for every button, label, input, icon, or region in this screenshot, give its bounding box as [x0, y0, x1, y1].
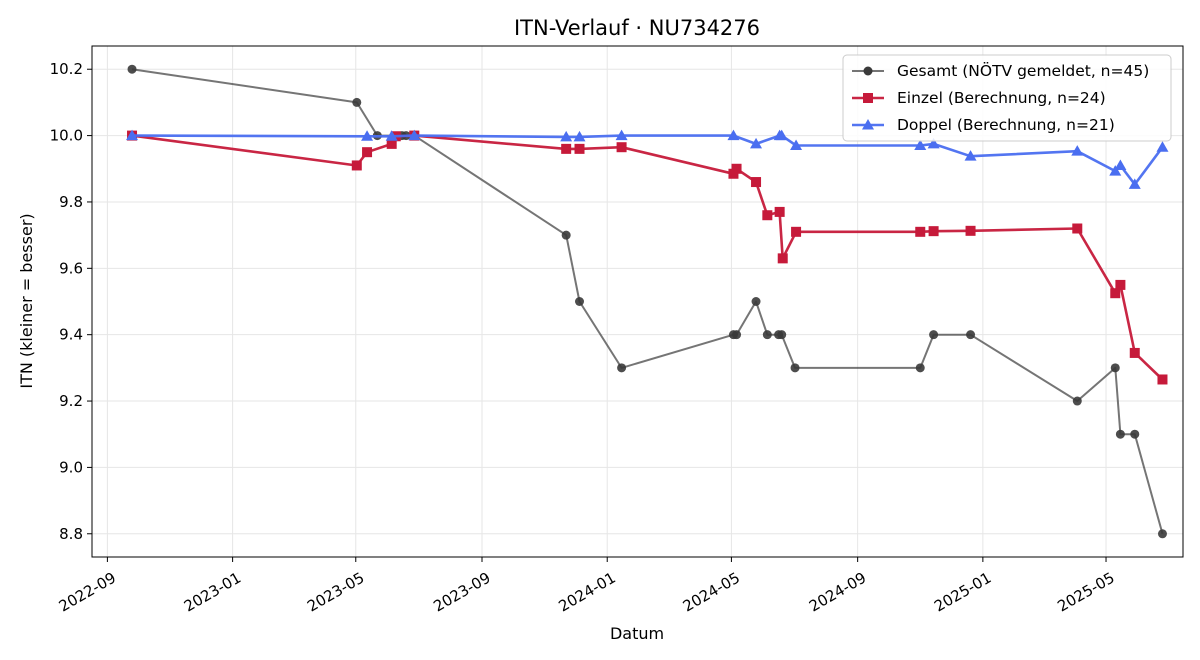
data-point	[751, 297, 761, 306]
x-tick-label: 2023-01	[181, 569, 244, 616]
x-axis-label: Datum	[610, 624, 664, 643]
legend-label: Doppel (Berechnung, n=21)	[897, 116, 1115, 134]
y-tick-label: 9.0	[59, 458, 83, 476]
data-point	[561, 230, 571, 240]
data-point	[561, 143, 572, 154]
y-tick-label: 8.8	[59, 525, 83, 543]
data-point	[1130, 429, 1140, 439]
data-point	[1071, 145, 1084, 156]
data-point	[1157, 374, 1168, 385]
data-point	[362, 147, 373, 158]
data-point	[928, 226, 939, 237]
data-point	[732, 330, 742, 340]
data-point	[777, 253, 788, 264]
series-line	[131, 134, 1164, 186]
data-point	[560, 130, 573, 142]
data-point	[774, 206, 785, 217]
y-tick-label: 10.2	[50, 60, 83, 78]
data-point	[615, 129, 628, 141]
plot-area-frame	[91, 45, 1184, 558]
data-point	[762, 210, 773, 221]
data-point	[751, 177, 762, 188]
y-tick-label: 10.0	[50, 127, 83, 145]
data-point	[790, 363, 800, 373]
data-point	[1115, 279, 1126, 290]
data-point	[927, 137, 940, 149]
data-point	[790, 139, 803, 151]
data-point	[750, 137, 763, 149]
data-point	[408, 129, 421, 141]
x-tick-label: 2022-09	[56, 569, 119, 616]
data-point	[1128, 178, 1141, 189]
data-point	[1109, 165, 1122, 176]
data-point	[791, 226, 802, 237]
data-point	[775, 129, 788, 141]
data-point	[929, 330, 939, 340]
legend: Gesamt (NÖTV gemeldet, n=45) Einzel (Bere…	[842, 54, 1172, 142]
data-point	[351, 160, 362, 171]
data-point	[1115, 429, 1125, 439]
series-layer	[126, 64, 1169, 539]
data-point	[573, 130, 586, 142]
legend-marker	[862, 119, 874, 130]
data-point	[574, 143, 585, 154]
series-2	[127, 130, 1168, 385]
y-axis: 8.8 9.0 9.2 9.4 9.6 9.8 10.0 10.2	[50, 60, 92, 543]
data-point	[616, 142, 627, 153]
data-point	[1157, 529, 1167, 539]
data-point	[1072, 223, 1083, 234]
data-point	[731, 163, 742, 174]
legend-box	[842, 54, 1172, 142]
x-tick-label: 2024-09	[806, 569, 869, 616]
series-1	[127, 64, 1167, 539]
data-point	[1156, 141, 1169, 152]
data-point	[127, 64, 137, 74]
data-point	[966, 330, 976, 340]
legend-label: Gesamt (NÖTV gemeldet, n=45)	[897, 61, 1149, 80]
data-point	[385, 130, 398, 141]
data-point	[1114, 159, 1127, 170]
data-point	[386, 138, 397, 149]
x-tick-label: 2025-01	[931, 569, 994, 616]
chart-title: ITN-Verlauf · NU734276	[514, 16, 760, 40]
legend-label: Einzel (Berechnung, n=24)	[897, 89, 1106, 107]
y-tick-label: 9.6	[59, 259, 83, 277]
data-point	[575, 297, 585, 306]
x-tick-label: 2024-01	[556, 569, 619, 616]
data-point	[1110, 288, 1121, 299]
data-point	[964, 150, 977, 161]
data-point	[777, 330, 787, 340]
series-3	[126, 129, 1169, 189]
data-point	[1110, 363, 1120, 373]
data-point	[1072, 396, 1082, 406]
x-tick-label: 2024-05	[680, 569, 743, 616]
data-point	[914, 139, 927, 151]
x-tick-label: 2023-05	[304, 569, 367, 616]
y-tick-label: 9.4	[59, 326, 83, 344]
x-axis: 2022-09 2023-01 2023-05 2023-09 2024-01 2024-…	[56, 557, 1118, 616]
x-tick-label: 2025-05	[1054, 569, 1117, 616]
data-point	[915, 363, 925, 373]
grid-lines	[92, 46, 1183, 557]
legend-marker	[863, 93, 873, 103]
series-line	[131, 134, 1164, 381]
data-point	[361, 130, 374, 141]
data-point	[762, 330, 772, 340]
data-point	[727, 129, 740, 141]
legend-marker	[863, 66, 873, 76]
x-tick-label: 2023-09	[430, 569, 493, 616]
data-point	[352, 97, 362, 107]
data-point	[965, 225, 976, 236]
y-tick-label: 9.2	[59, 392, 83, 410]
data-point	[126, 129, 139, 141]
y-axis-label: ITN (kleiner = besser)	[17, 213, 36, 388]
y-tick-label: 9.8	[59, 193, 83, 211]
data-point	[617, 363, 627, 373]
data-point	[1129, 347, 1140, 358]
data-point	[915, 226, 926, 237]
